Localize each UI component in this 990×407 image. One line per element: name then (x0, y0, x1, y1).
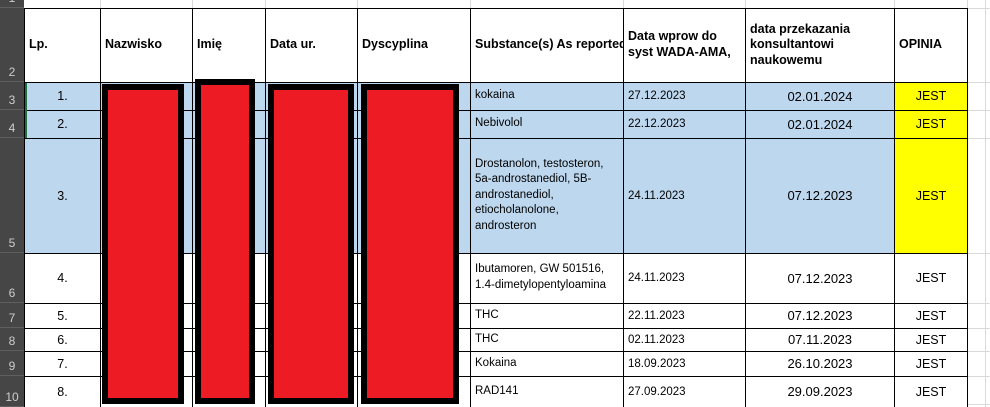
gridline (967, 8, 990, 9)
cell-lp[interactable]: 7. (24, 350, 101, 377)
cell-data-przekazania[interactable]: 02.01.2024 (745, 81, 895, 111)
cell-lp[interactable]: 2. (24, 109, 101, 139)
row-number: 8 (8, 334, 16, 348)
row-header-5[interactable]: 5 (0, 138, 24, 253)
header-cell-dyscyplina[interactable]: Dyscyplina (357, 7, 471, 83)
cell-opinia[interactable]: JEST (894, 350, 968, 377)
row-number: 2 (8, 65, 16, 79)
row-number: 9 (8, 359, 16, 373)
header-cell-nazwisko[interactable]: Nazwisko (100, 7, 193, 83)
row-number: 5 (8, 236, 16, 250)
cell-data-wprow[interactable]: 18.09.2023 (623, 350, 746, 377)
cell-opinia[interactable]: JEST (894, 252, 968, 304)
gridline (967, 138, 990, 139)
gridline (967, 376, 990, 377)
cell-substance[interactable]: THC (470, 327, 624, 352)
cell-lp[interactable]: 5. (24, 302, 101, 329)
cell-lp[interactable]: 4. (24, 252, 101, 304)
gridline (967, 351, 990, 352)
gridline (967, 82, 990, 83)
row-number: 7 (8, 311, 16, 325)
row-number: 4 (8, 121, 16, 135)
cell-data-wprow[interactable]: 24.11.2023 (623, 137, 746, 254)
cell-data-przekazania[interactable]: 07.12.2023 (745, 137, 895, 254)
cell-substance[interactable]: Nebivolol (470, 109, 624, 139)
redaction-box-dyscyplina[interactable] (361, 84, 459, 404)
cell-substance[interactable]: RAD141 (470, 375, 624, 407)
row-header-1[interactable]: 1 (0, 0, 24, 8)
cell-data-przekazania[interactable]: 07.11.2023 (745, 327, 895, 352)
cell-lp[interactable]: 3. (24, 137, 101, 254)
row-header-2[interactable]: 2 (0, 8, 24, 82)
cell-lp[interactable]: 6. (24, 327, 101, 352)
header-cell-opinia[interactable]: OPINIA (894, 7, 968, 83)
cell-empty[interactable] (745, 0, 895, 9)
cell-data-przekazania[interactable]: 29.09.2023 (745, 375, 895, 407)
cell-substance[interactable]: THC (470, 302, 624, 329)
cell-data-wprow[interactable]: 02.11.2023 (623, 327, 746, 352)
cell-opinia[interactable]: JEST (894, 327, 968, 352)
row-number: 3 (8, 93, 16, 107)
cell-lp[interactable]: 1. (24, 81, 101, 111)
cell-data-wprow[interactable]: 22.12.2023 (623, 109, 746, 139)
cell-empty[interactable] (894, 0, 968, 9)
cell-data-wprow[interactable]: 27.09.2023 (623, 375, 746, 407)
cell-opinia[interactable]: JEST (894, 302, 968, 329)
cell-opinia[interactable]: JEST (894, 109, 968, 139)
selection-accent (25, 83, 27, 138)
row-header-9[interactable]: 9 (0, 351, 24, 376)
cell-data-wprow[interactable]: 24.11.2023 (623, 252, 746, 304)
redaction-box-nazwisko[interactable] (102, 84, 184, 404)
row-header-4[interactable]: 4 (0, 110, 24, 138)
redaction-box-imie[interactable] (195, 79, 255, 404)
row-header-10[interactable]: 10 (0, 376, 24, 407)
row-1-sliver (24, 0, 968, 9)
header-cell-data-przekazania[interactable]: data przekazania konsultantowi naukowemu (745, 7, 895, 83)
cell-empty[interactable] (623, 0, 746, 9)
row-number: 6 (8, 286, 16, 300)
row-number: 1 (9, 0, 16, 5)
header-cell-imie[interactable]: Imię (192, 7, 266, 83)
cell-data-przekazania[interactable]: 26.10.2023 (745, 350, 895, 377)
cell-lp[interactable]: 8. (24, 375, 101, 407)
cell-empty[interactable] (357, 0, 471, 9)
header-row: Lp. Nazwisko Imię Data ur. Dyscyplina Su… (24, 7, 968, 83)
gridline (967, 303, 990, 304)
cell-data-przekazania[interactable]: 07.12.2023 (745, 302, 895, 329)
gridline (985, 0, 986, 407)
redaction-box-data-ur[interactable] (268, 84, 354, 404)
header-cell-data-wprow[interactable]: Data wprow do syst WADA-AMA, (623, 7, 746, 83)
row-header-6[interactable]: 6 (0, 253, 24, 303)
empty-grid-area (967, 0, 990, 407)
cell-substance[interactable]: Ibutamoren, GW 501516, 1.4-dimetylopenty… (470, 252, 624, 304)
row-header-8[interactable]: 8 (0, 328, 24, 351)
cell-data-wprow[interactable]: 27.12.2023 (623, 81, 746, 111)
row-number: 10 (5, 390, 19, 404)
cell-opinia[interactable]: JEST (894, 137, 968, 254)
cell-empty[interactable] (100, 0, 193, 9)
cell-data-wprow[interactable]: 22.11.2023 (623, 302, 746, 329)
cell-empty[interactable] (265, 0, 358, 9)
row-header-3[interactable]: 3 (0, 82, 24, 110)
cell-substance[interactable]: kokaina (470, 81, 624, 111)
cell-data-przekazania[interactable]: 07.12.2023 (745, 252, 895, 304)
header-cell-substance[interactable]: Substance(s) As reported (470, 7, 624, 83)
cell-empty[interactable] (470, 0, 624, 9)
cell-substance[interactable]: Kokaina (470, 350, 624, 377)
gridline (967, 328, 990, 329)
cell-substance[interactable]: Drostanolon, testosteron, 5a-androstaned… (470, 137, 624, 254)
gridline (967, 110, 990, 111)
row-header-7[interactable]: 7 (0, 303, 24, 328)
row-header-gutter: 1 2 3 4 5 6 7 8 9 10 (0, 0, 24, 407)
cell-opinia[interactable]: JEST (894, 375, 968, 407)
gridline (967, 404, 990, 405)
header-cell-lp[interactable]: Lp. (24, 7, 101, 83)
cell-opinia[interactable]: JEST (894, 81, 968, 111)
cell-empty[interactable] (24, 0, 101, 9)
gridline (967, 253, 990, 254)
header-cell-data-ur[interactable]: Data ur. (265, 7, 358, 83)
cell-data-przekazania[interactable]: 02.01.2024 (745, 109, 895, 139)
cell-empty[interactable] (192, 0, 266, 9)
